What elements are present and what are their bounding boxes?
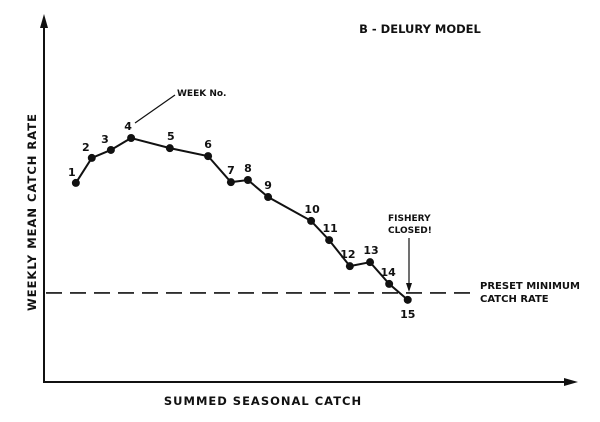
y-axis-label: WEEKLY MEAN CATCH RATE <box>25 113 39 311</box>
data-point-label: 8 <box>244 162 252 175</box>
data-point-label: 2 <box>82 141 90 154</box>
data-point <box>307 216 316 225</box>
chart-title: B - DELURY MODEL <box>359 22 481 36</box>
data-point-label: 13 <box>363 244 378 257</box>
x-axis-label: SUMMED SEASONAL CATCH <box>164 394 362 408</box>
data-point-label: 7 <box>227 164 235 177</box>
week-label-leader <box>134 94 176 124</box>
data-point <box>264 193 273 202</box>
data-point-label: 12 <box>340 248 355 261</box>
data-point-label: 14 <box>380 266 396 279</box>
data-point-label: 4 <box>124 120 132 133</box>
data-point <box>127 134 136 143</box>
data-point <box>366 258 375 267</box>
fishery-closed-line1: FISHERY <box>388 214 431 224</box>
data-point-label: 1 <box>68 166 76 179</box>
data-point-label: 3 <box>101 133 109 146</box>
fishery-closed-arrowhead <box>406 283 412 292</box>
threshold-label-line1: PRESET MINIMUM <box>480 281 580 292</box>
data-point <box>345 262 354 271</box>
data-point <box>204 152 213 161</box>
data-point <box>71 178 80 187</box>
threshold-label-line2: CATCH RATE <box>480 294 549 305</box>
data-point <box>243 176 252 185</box>
data-point <box>226 178 235 187</box>
fishery-closed-line2: CLOSED! <box>388 226 432 236</box>
data-point <box>325 236 334 245</box>
data-point-label: 9 <box>264 179 272 192</box>
data-point <box>385 279 394 288</box>
data-point-label: 10 <box>304 203 320 216</box>
x-axis-arrowhead <box>564 378 578 386</box>
data-point <box>87 153 96 162</box>
y-axis-arrowhead <box>40 14 48 28</box>
data-point-label: 11 <box>322 222 337 235</box>
data-point <box>165 144 174 153</box>
data-point <box>106 145 115 154</box>
week-label-annotation: WEEK No. <box>177 89 226 99</box>
data-point-label: 5 <box>167 130 175 143</box>
series-line <box>75 136 409 301</box>
data-point-label: 6 <box>204 138 212 151</box>
data-point-label: 15 <box>400 308 415 321</box>
data-point <box>403 295 412 304</box>
